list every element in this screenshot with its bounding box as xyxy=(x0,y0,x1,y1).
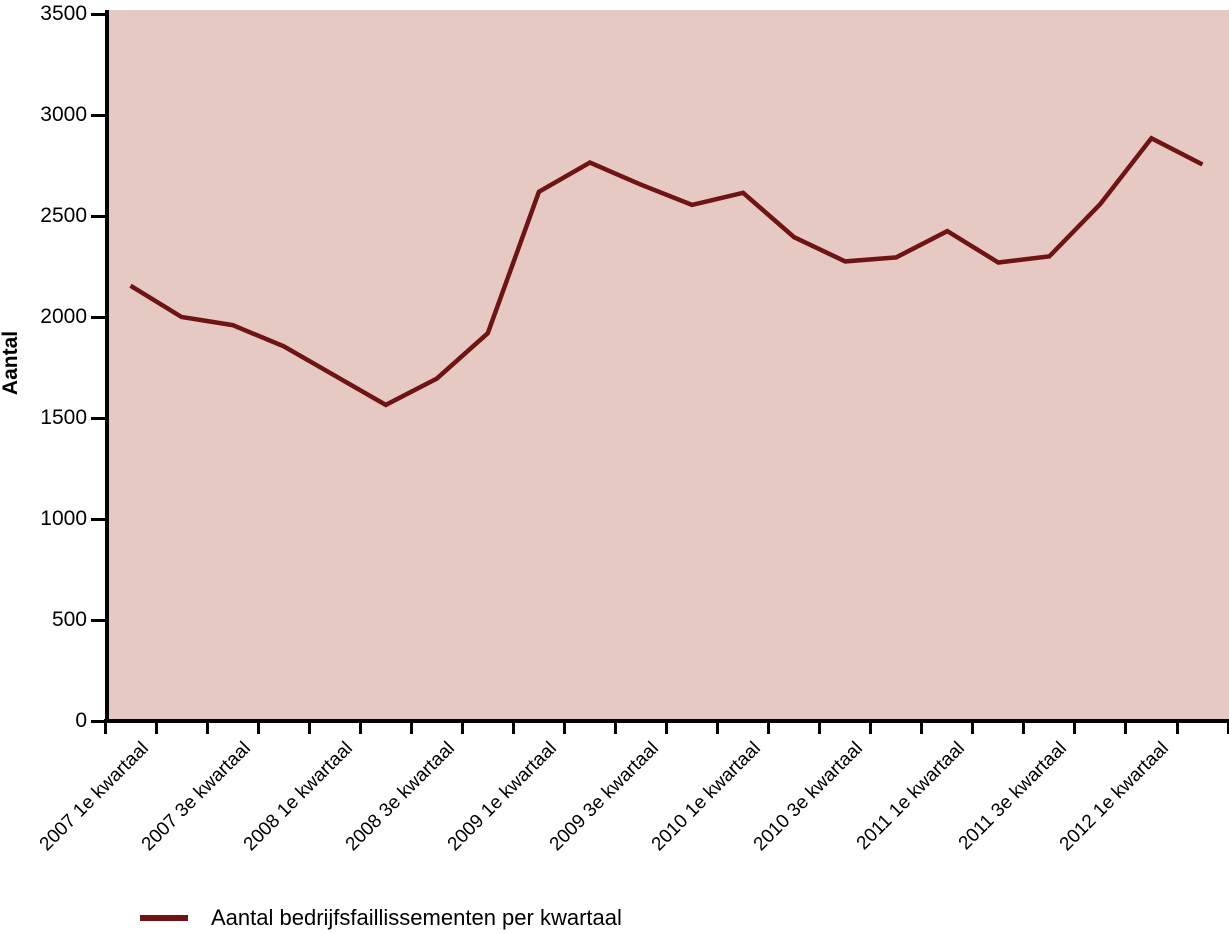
x-tick-mark xyxy=(1175,719,1179,734)
x-tick-mark xyxy=(1226,719,1229,734)
x-tick-mark xyxy=(1124,719,1128,734)
y-tick-label: 2500 xyxy=(40,204,87,227)
y-tick-label: 1000 xyxy=(40,507,87,530)
x-tick-mark xyxy=(665,719,668,734)
y-tick-mark xyxy=(91,315,105,319)
y-tick-label: 1500 xyxy=(40,406,87,429)
y-tick-mark xyxy=(91,618,105,622)
x-tick-mark xyxy=(1022,719,1026,734)
x-tick-mark xyxy=(920,719,924,734)
y-tick-mark xyxy=(91,113,105,117)
plot-area xyxy=(105,10,1229,723)
y-axis-title: Aantal xyxy=(0,330,22,396)
y-tick-label: 3000 xyxy=(40,103,87,126)
x-tick-mark xyxy=(767,719,771,734)
legend-line-swatch xyxy=(140,915,188,921)
y-tick-label: 3500 xyxy=(40,2,87,25)
x-tick-mark xyxy=(460,719,464,734)
x-tick-mark xyxy=(716,719,719,734)
y-tick-label: 2000 xyxy=(40,305,87,328)
y-tick-mark xyxy=(91,12,105,16)
legend-label: Aantal bedrijfsfaillissementen per kwart… xyxy=(211,905,622,930)
x-tick-mark xyxy=(358,719,362,734)
y-tick-mark xyxy=(91,214,105,218)
x-tick-mark xyxy=(205,719,209,734)
y-tick-label: 500 xyxy=(51,608,87,631)
x-tick-mark xyxy=(307,719,311,734)
x-tick-mark xyxy=(154,719,158,734)
legend: Aantal bedrijfsfaillissementen per kwart… xyxy=(140,905,622,931)
x-tick-mark xyxy=(256,719,260,734)
x-tick-mark xyxy=(409,719,413,734)
x-tick-mark xyxy=(818,719,822,734)
x-tick-mark xyxy=(562,719,566,734)
y-tick-label: 0 xyxy=(75,709,87,732)
y-tick-mark xyxy=(91,416,105,420)
x-tick-mark xyxy=(103,719,107,734)
y-tick-mark xyxy=(91,517,105,521)
y-tick-mark xyxy=(91,719,105,723)
x-tick-mark xyxy=(511,719,515,734)
x-tick-mark xyxy=(869,719,873,734)
x-tick-mark xyxy=(614,719,617,734)
x-tick-mark xyxy=(971,719,975,734)
x-tick-mark xyxy=(1073,719,1077,734)
